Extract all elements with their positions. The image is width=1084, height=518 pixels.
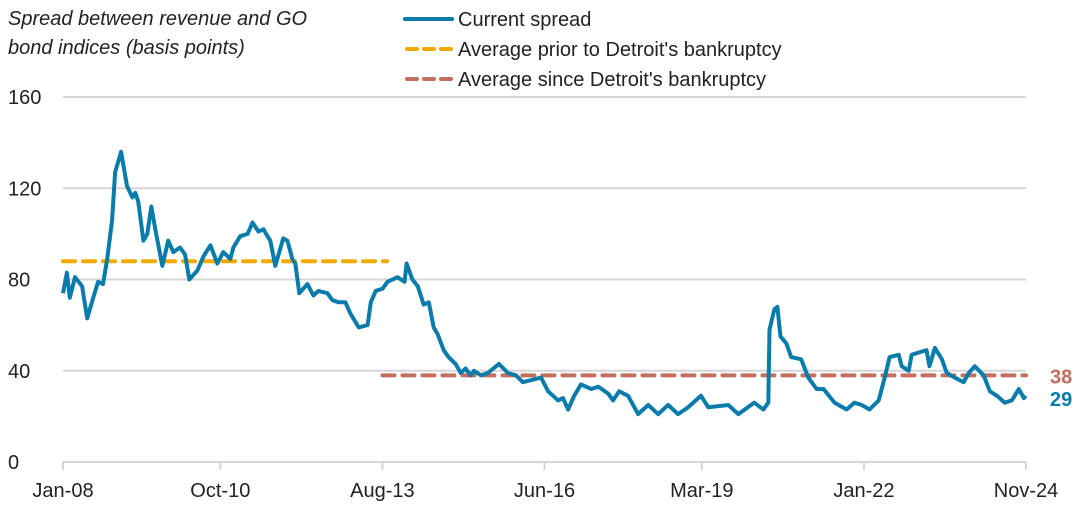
current-spread-end-label: 29	[1050, 389, 1072, 411]
x-tick-label: Mar-19	[670, 480, 733, 502]
since-average-end-label: 38	[1050, 366, 1072, 388]
chart-title-line-1: Spread between revenue and GO	[8, 8, 307, 30]
legend-label-current-spread: Current spread	[458, 9, 591, 31]
x-tick-label: Jan-22	[833, 480, 894, 502]
x-tick-label: Nov-24	[994, 480, 1058, 502]
x-tick-label: Aug-13	[350, 480, 415, 502]
x-axis: Jan-08 Oct-10 Aug-13 Jun-16 Mar-19 Jan-22 Nov-…	[32, 462, 1058, 502]
y-tick-label: 120	[8, 178, 41, 200]
x-tick-label: Jan-08	[32, 480, 93, 502]
legend-label-since-average: Average since Detroit's bankruptcy	[458, 69, 766, 91]
y-tick-label: 80	[8, 270, 30, 292]
chart-title-line-2: bond indices (basis points)	[8, 37, 245, 59]
y-tick-label: 160	[8, 87, 41, 109]
legend: Current spread Average prior to Detroit'…	[403, 9, 782, 91]
y-axis: 0 40 80 120 160	[8, 87, 41, 474]
gridlines	[63, 96, 1026, 463]
x-tick-label: Oct-10	[190, 480, 250, 502]
y-tick-label: 40	[8, 361, 30, 383]
current-spread-line	[61, 149, 1028, 417]
y-tick-label: 0	[8, 452, 19, 474]
x-tick-label: Jun-16	[514, 480, 575, 502]
legend-label-prior-average: Average prior to Detroit's bankruptcy	[458, 39, 782, 61]
series-layer	[61, 149, 1028, 417]
